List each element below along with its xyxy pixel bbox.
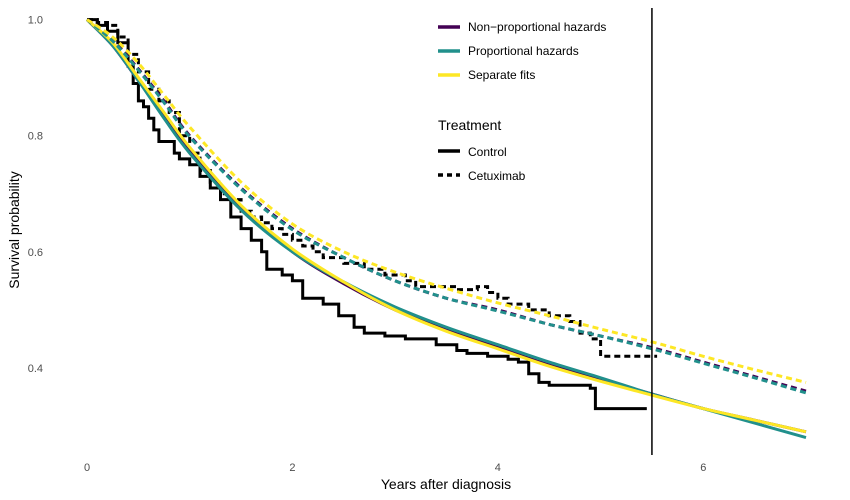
model-curve-non-proportional-hazards-control [85, 18, 807, 434]
legend-treatment-title: Treatment [438, 117, 501, 133]
legend-entry-cetuximab: Cetuximab [438, 169, 526, 183]
x-tick-label: 0 [84, 462, 90, 474]
x-tick-label: 2 [289, 462, 295, 474]
y-axis-title: Survival probability [6, 171, 22, 289]
y-tick-label: 0.6 [28, 247, 43, 259]
legend-label-proportional: Proportional hazards [468, 44, 579, 58]
legend-entry-control: Control [438, 145, 507, 159]
legend-label-control: Control [468, 145, 507, 159]
km-curve-control [87, 18, 647, 411]
legend-label-non-proportional: Non−proportional hazards [468, 20, 606, 34]
plot-area [85, 8, 807, 455]
y-tick-label: 1.0 [28, 15, 43, 27]
y-tick-label: 0.8 [28, 131, 43, 143]
model-curves [85, 18, 807, 440]
kaplan-meier-curves [87, 18, 658, 411]
legend-label-cetuximab: Cetuximab [468, 169, 526, 183]
model-curve-separate-fits-control [85, 18, 807, 434]
model-curve-separate-fits-cetuximab [86, 18, 807, 384]
x-axis-title: Years after diagnosis [381, 476, 511, 492]
x-axis-ticks: 0 2 4 6 [84, 462, 706, 474]
legend-label-separate-fits: Separate fits [468, 68, 535, 82]
model-curve-proportional-hazards-control [85, 18, 807, 440]
x-tick-label: 4 [495, 462, 501, 474]
km-curve-cetuximab [87, 18, 658, 358]
legend-treatment: Treatment Control Cetuximab [438, 117, 526, 183]
y-axis-ticks: 0.4 0.6 0.8 1.0 [28, 15, 43, 375]
x-tick-label: 6 [700, 462, 706, 474]
legend-entry-proportional: Proportional hazards [438, 44, 579, 58]
model-curve-proportional-hazards-cetuximab [86, 18, 807, 395]
y-tick-label: 0.4 [28, 363, 43, 375]
legend-models: Non−proportional hazards Proportional ha… [438, 20, 606, 82]
legend-entry-non-proportional: Non−proportional hazards [438, 20, 606, 34]
legend-entry-separate-fits: Separate fits [438, 68, 535, 82]
